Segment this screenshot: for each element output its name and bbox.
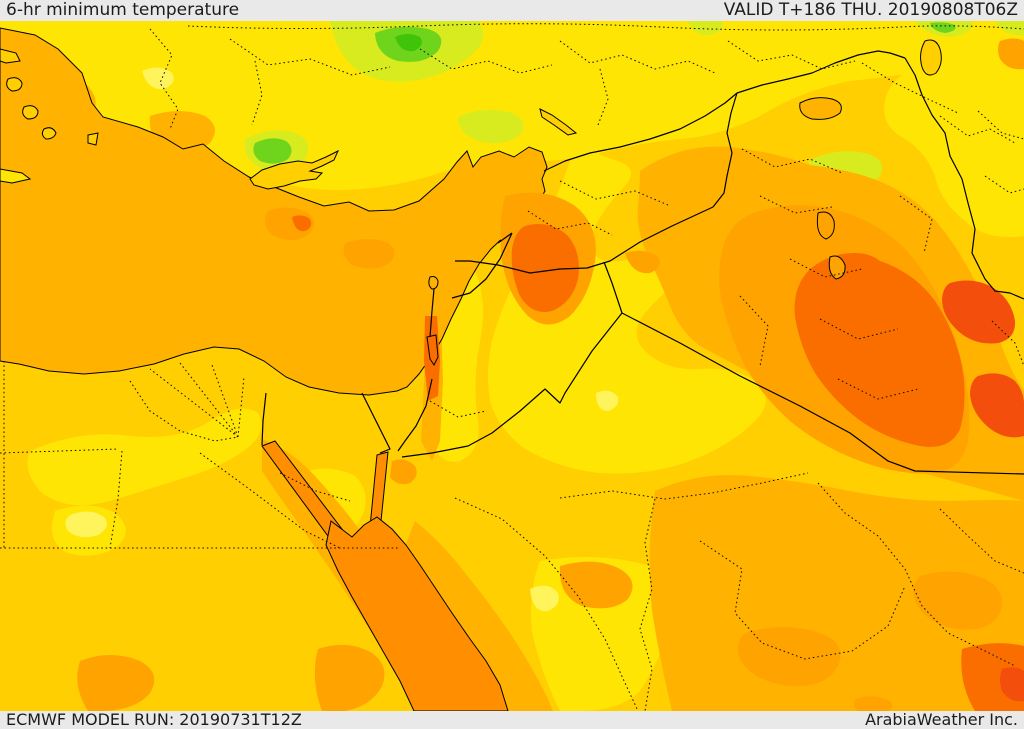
admin-border [739,295,769,367]
admin-border [419,48,553,74]
admin-borders [0,23,1024,711]
yellow-green-patch [995,21,1024,36]
lake-urmia [920,39,942,76]
turkey-syria-border [543,92,738,172]
admin-border [559,180,669,206]
israel-egypt-border [361,392,391,454]
red-sea [325,516,509,711]
lake-tharthar [816,211,835,240]
green-patch [930,22,956,33]
syria-iraq-border [712,92,738,208]
brand-label: ArabiaWeather Inc. [865,710,1018,729]
map-footer-bar: ECMWF MODEL RUN: 20190731T12Z ArabiaWeat… [0,711,1024,729]
admin-border [984,175,1024,194]
israel-jordan-border [397,378,433,452]
admin-border [559,472,809,500]
admin-border [279,472,351,502]
admin-border [699,540,906,660]
amber-strip-redsea-east-coast [405,521,553,711]
jordan-river-border [429,288,435,338]
yellow-green-patch [458,109,524,143]
model-run-label: ECMWF MODEL RUN: 20190731T12Z [6,710,302,729]
red-sea-group [261,440,509,711]
bright-green-patch [395,34,422,52]
admin-border [741,148,843,174]
sea-warm-core [511,223,579,312]
admin-border [939,115,1016,144]
deep-orange-core-iraq [794,253,965,447]
red-core-iraq [942,280,1016,344]
aegean-island [87,132,99,146]
sea-warm-core [292,215,312,232]
saudi-iraq-border [621,312,1024,475]
islands-and-lakes [0,39,942,366]
crete-island [0,168,32,184]
pale-yellow-patch [596,390,619,411]
orange-blob-sudan [314,644,385,711]
red-core-corner [1000,667,1024,702]
orange-blob-ne-corner [998,38,1024,70]
admin-border [229,38,391,76]
temperature-band-green [244,21,1024,186]
cyprus-island [249,149,340,190]
syria-jordan-border [455,206,714,274]
admin-border [527,210,613,236]
admin-border [429,400,487,418]
iran-border [904,57,1024,300]
admin-border [727,40,856,70]
aegean-island [41,127,57,140]
admin-border [819,318,899,340]
pale-yellow-patch [142,67,174,90]
pale-yellow-patch [65,511,107,538]
lake-van [799,97,842,120]
admin-border [559,40,716,74]
orange-blob-aqaba-head [390,459,417,485]
pale-yellow-patch [530,585,559,612]
orange-blob-nejd [913,571,1003,630]
yellow-green-patch [688,21,723,36]
lebanon-border [451,232,513,299]
admin-border [939,508,1024,574]
sea-warm-patch [343,239,395,269]
yellow-zone-northeast [884,51,1024,237]
suez-canal [261,392,267,446]
red-core-iraq [970,373,1024,438]
admin-border [149,28,179,130]
yellow-zone-egypt-west [27,408,262,506]
jordan-iraq-border [603,261,623,314]
weather-map [0,21,1024,711]
dead-sea [426,334,439,366]
admin-border [597,68,609,126]
valid-time-label: VALID T+186 THU. 20190808T06Z [723,0,1018,20]
orange-blob-bottom [854,696,893,711]
turkey-iraq-border [736,50,906,94]
yellow-zone-hejaz [531,557,674,711]
orange-blob-sudan [77,655,155,711]
admin-border [899,195,933,254]
green-patch [253,138,292,164]
aegean-island [22,105,39,120]
admin-border [991,320,1024,367]
temperature-band-pale-yellow [65,67,619,612]
lake-assad [539,108,578,136]
sea-warm-patch [625,250,660,274]
weather-map-svg [0,21,1024,711]
country-borders [261,50,1024,475]
sea-of-galilee [428,276,439,290]
lake-razzaza [828,255,846,280]
jordan-saudi-border [401,312,623,458]
map-header-bar: 6-hr minimum temperature VALID T+186 THU… [0,0,1024,21]
orange-blob-nejd [737,627,841,687]
aegean-island [6,77,23,92]
admin-border [199,452,341,549]
aegean-island [0,48,21,64]
map-title: 6-hr minimum temperature [6,0,240,20]
orange-blob-nejd [559,561,633,609]
admin-border [837,378,919,400]
